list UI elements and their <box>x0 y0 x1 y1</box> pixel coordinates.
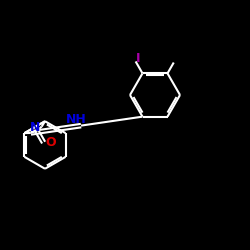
Text: N: N <box>30 122 40 134</box>
Text: O: O <box>46 136 56 149</box>
Text: NH: NH <box>66 113 86 126</box>
Text: I: I <box>136 52 140 66</box>
